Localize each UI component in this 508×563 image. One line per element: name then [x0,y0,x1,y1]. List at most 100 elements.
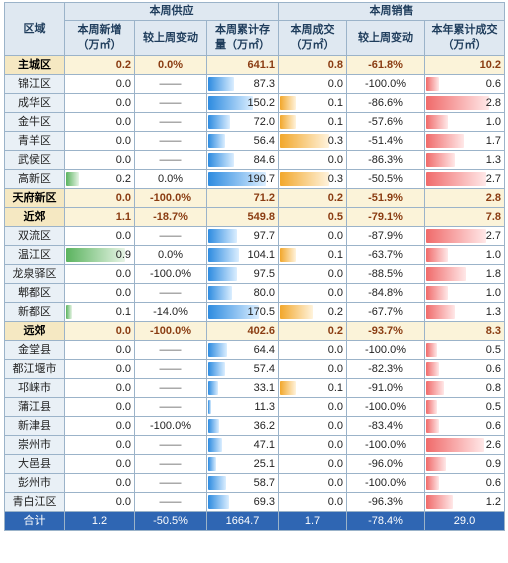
region-name: 都江堰市 [4,359,65,379]
new-change-cell-value: -100.0% [150,420,191,432]
table-row: 青羊区 0.0 —— 56.4 0.3 -51.4% 1.7 [4,131,505,151]
deal-change-cell-value: -83.4% [368,420,403,432]
table-row: 天府新区 0.0 -100.0% 71.2 0.2 -51.9% 2.8 [4,188,505,208]
ytd-cell: 0.8 [424,378,505,398]
new-cell-value: 0.0 [115,97,131,109]
stock-bar [208,476,226,490]
total-deal: 1.7 [278,511,347,531]
deal-bar [280,248,297,262]
deal-cell: 0.0 [278,340,347,360]
ytd-cell-value: 0.6 [485,477,501,489]
new-cell: 0.0 [64,340,135,360]
new-change-cell-value: —— [159,116,182,128]
deal-bar [280,381,297,395]
table-row: 成华区 0.0 —— 150.2 0.1 -86.6% 2.8 [4,93,505,113]
stock-cell-value: 11.3 [254,401,275,413]
ytd-bar [426,495,453,509]
ytd-bar [426,229,487,243]
stock-cell-value: 64.4 [253,344,275,356]
ytd-cell-value: 1.0 [485,249,501,261]
stock-cell: 36.2 [206,416,279,436]
deal-change-cell-value: -96.0% [368,458,403,470]
new-change-cell: —— [134,359,207,379]
new-change-cell: —— [134,150,207,170]
region-name: 新津县 [4,416,65,436]
deal-cell: 0.1 [278,93,347,113]
total-new: 1.2 [64,511,135,531]
region-name: 远郊 [4,321,65,341]
new-cell-value: 0.0 [115,439,131,451]
new-cell-value: 0.0 [115,116,131,128]
ytd-cell-value: 10.2 [479,59,501,71]
new-bar [66,248,125,262]
stock-bar [208,96,254,110]
region-name: 金堂县 [4,340,65,360]
stock-cell: 69.3 [206,492,279,512]
new-cell: 0.2 [64,55,135,75]
deal-cell: 0.0 [278,150,347,170]
stock-cell: 33.1 [206,378,279,398]
table-body: 主城区 0.2 0.0% 641.1 0.8 -61.8% 10.2 锦江区 0.0 —— 87.3… [4,55,505,531]
region-name: 主城区 [4,55,65,75]
ytd-bar [426,248,449,262]
deal-cell-value: 0.1 [327,116,343,128]
stock-bar [208,172,266,186]
stock-cell: 150.2 [206,93,279,113]
ytd-cell-value: 0.6 [485,78,501,90]
deal-change-cell-value: -67.7% [368,306,403,318]
ytd-cell-value: 1.7 [485,135,501,147]
new-change-cell: 0.0% [134,169,207,189]
stock-cell-value: 72.0 [253,116,275,128]
deal-change-cell: -100.0% [346,435,425,455]
ytd-cell-value: 2.6 [485,439,501,451]
ytd-bar [426,153,456,167]
new-cell: 0.9 [64,245,135,265]
total-stock: 1664.7 [206,511,279,531]
deal-change-cell-value: -51.4% [368,135,403,147]
stock-cell-value: 33.1 [253,382,275,394]
deal-cell-value: 0.3 [327,173,343,185]
deal-cell-value: 0.2 [327,325,343,337]
deal-cell: 0.8 [278,55,347,75]
ytd-bar [426,438,485,452]
stock-bar [208,419,219,433]
stock-cell-value: 97.5 [253,268,275,280]
new-cell: 0.0 [64,454,135,474]
stock-bar [208,229,238,243]
ytd-cell-value: 1.3 [485,154,501,166]
deal-cell: 0.0 [278,397,347,417]
deal-change-cell: -87.9% [346,226,425,246]
new-change-cell: —— [134,93,207,113]
deal-cell: 0.1 [278,378,347,398]
stock-cell-value: 170.5 [247,306,275,318]
new-change-cell: -100.0% [134,188,207,208]
ytd-cell: 1.8 [424,264,505,284]
ytd-cell: 2.7 [424,169,505,189]
total-row: 合计 1.2 -50.5% 1664.7 1.7 -78.4% 29.0 [4,511,505,531]
deal-change-cell-value: -61.8% [368,59,403,71]
table-row: 温江区 0.9 0.0% 104.1 0.1 -63.7% 1.0 [4,245,505,265]
stock-bar [208,305,260,319]
new-change-cell: —— [134,378,207,398]
new-cell-value: 0.0 [115,420,131,432]
region-name: 武侯区 [4,150,65,170]
new-cell-value: 0.0 [115,287,131,299]
stock-cell-value: 80.0 [253,287,275,299]
deal-change-cell: -100.0% [346,74,425,94]
new-change-cell-value: —— [159,154,182,166]
table-row: 邛崃市 0.0 —— 33.1 0.1 -91.0% 0.8 [4,378,505,398]
region-name: 温江区 [4,245,65,265]
new-change-cell-value: -18.7% [153,211,188,223]
stock-cell: 97.7 [206,226,279,246]
stock-cell: 84.6 [206,150,279,170]
ytd-cell: 0.6 [424,74,505,94]
deal-change-cell-value: -84.8% [368,287,403,299]
stock-cell-value: 150.2 [247,97,275,109]
deal-cell: 0.3 [278,131,347,151]
deal-change-cell-value: -51.9% [368,192,403,204]
deal-cell-value: 0.5 [327,211,343,223]
deal-change-cell-value: -100.0% [365,344,406,356]
stock-bar [208,77,235,91]
deal-change-cell: -51.9% [346,188,425,208]
ytd-cell: 0.5 [424,340,505,360]
